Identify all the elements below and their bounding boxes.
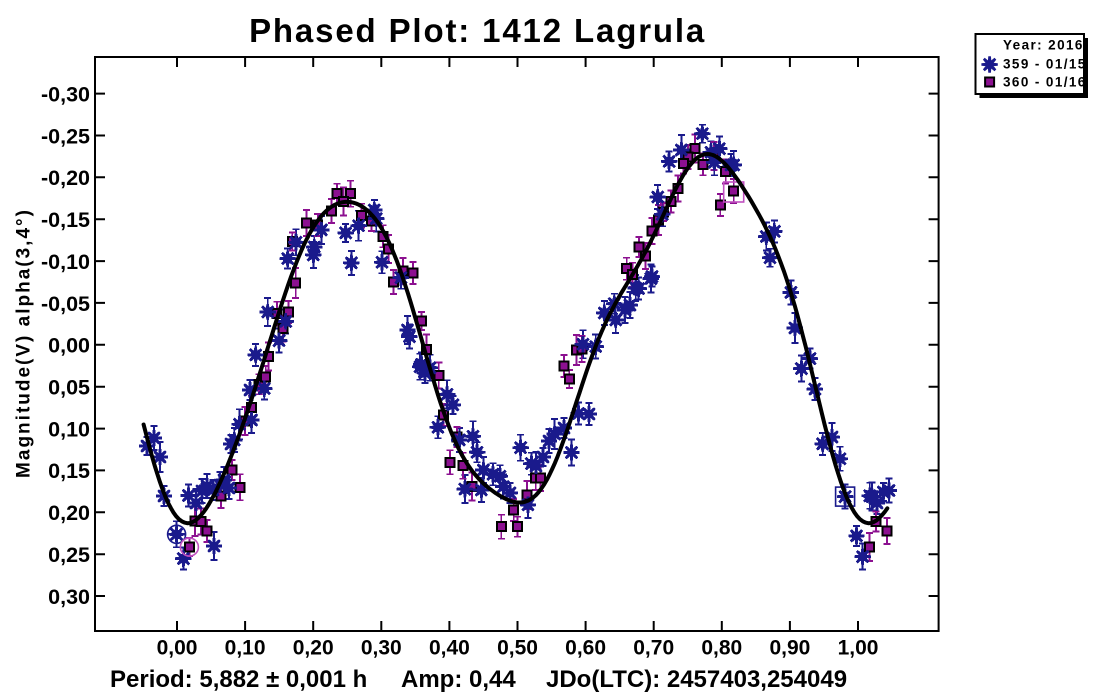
- svg-text:0,50: 0,50: [497, 636, 538, 659]
- svg-text:0,25: 0,25: [48, 543, 90, 567]
- svg-text:0,05: 0,05: [48, 376, 90, 400]
- svg-text:-0,05: -0,05: [41, 292, 90, 316]
- svg-text:0,40: 0,40: [429, 636, 470, 659]
- svg-text:0,00: 0,00: [157, 636, 198, 659]
- svg-text:0,60: 0,60: [565, 636, 606, 659]
- svg-text:0,20: 0,20: [48, 501, 90, 525]
- svg-text:1,00: 1,00: [838, 636, 879, 659]
- svg-text:-0,10: -0,10: [41, 250, 90, 274]
- svg-text:Period: 5,882 ± 0,001 h: Period: 5,882 ± 0,001 h: [110, 666, 367, 693]
- svg-text:0,30: 0,30: [48, 585, 90, 609]
- svg-text:-0,25: -0,25: [41, 124, 90, 148]
- svg-text:Year: 2016: Year: 2016: [1003, 38, 1084, 53]
- svg-text:0,15: 0,15: [48, 459, 90, 483]
- svg-text:-0,15: -0,15: [41, 208, 90, 232]
- svg-text:0,20: 0,20: [293, 636, 334, 659]
- svg-text:-0,30: -0,30: [41, 82, 90, 106]
- svg-text:Phased Plot: 1412 Lagrula: Phased Plot: 1412 Lagrula: [249, 12, 706, 49]
- svg-text:0,10: 0,10: [225, 636, 266, 659]
- svg-text:Magnitude(V) alpha(3,4°): Magnitude(V) alpha(3,4°): [14, 208, 35, 478]
- svg-text:0,70: 0,70: [633, 636, 674, 659]
- svg-text:Amp: 0,44: Amp: 0,44: [401, 666, 516, 693]
- svg-text:0,90: 0,90: [769, 636, 810, 659]
- svg-text:0,10: 0,10: [48, 417, 90, 441]
- svg-text:-0,20: -0,20: [41, 166, 90, 190]
- svg-text:0,80: 0,80: [701, 636, 742, 659]
- svg-text:359 - 01/15: 359 - 01/15: [1003, 57, 1087, 72]
- svg-text:0,30: 0,30: [361, 636, 402, 659]
- svg-text:360 - 01/16: 360 - 01/16: [1003, 75, 1087, 90]
- svg-text:JDo(LTC): 2457403,254049: JDo(LTC): 2457403,254049: [546, 666, 847, 693]
- svg-text:0,00: 0,00: [48, 334, 90, 358]
